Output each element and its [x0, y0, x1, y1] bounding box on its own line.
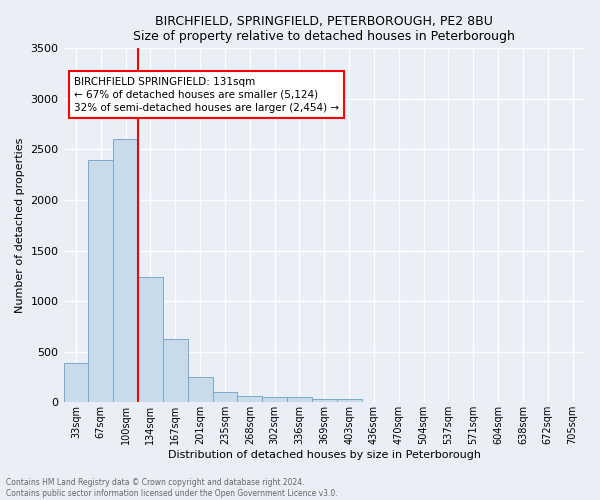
Bar	[238, 396, 262, 402]
Bar	[113, 140, 138, 402]
Bar	[163, 338, 188, 402]
X-axis label: Distribution of detached houses by size in Peterborough: Distribution of detached houses by size …	[168, 450, 481, 460]
Bar	[212, 392, 238, 402]
Text: Contains HM Land Registry data © Crown copyright and database right 2024.
Contai: Contains HM Land Registry data © Crown c…	[6, 478, 338, 498]
Bar	[88, 160, 113, 402]
Bar	[64, 363, 88, 403]
Text: BIRCHFIELD SPRINGFIELD: 131sqm
← 67% of detached houses are smaller (5,124)
32% : BIRCHFIELD SPRINGFIELD: 131sqm ← 67% of …	[74, 76, 339, 113]
Bar	[337, 399, 362, 402]
Bar	[262, 396, 287, 402]
Y-axis label: Number of detached properties: Number of detached properties	[15, 138, 25, 313]
Bar	[287, 397, 312, 402]
Bar	[138, 277, 163, 402]
Title: BIRCHFIELD, SPRINGFIELD, PETERBOROUGH, PE2 8BU
Size of property relative to deta: BIRCHFIELD, SPRINGFIELD, PETERBOROUGH, P…	[133, 15, 515, 43]
Bar	[188, 377, 212, 402]
Bar	[312, 399, 337, 402]
